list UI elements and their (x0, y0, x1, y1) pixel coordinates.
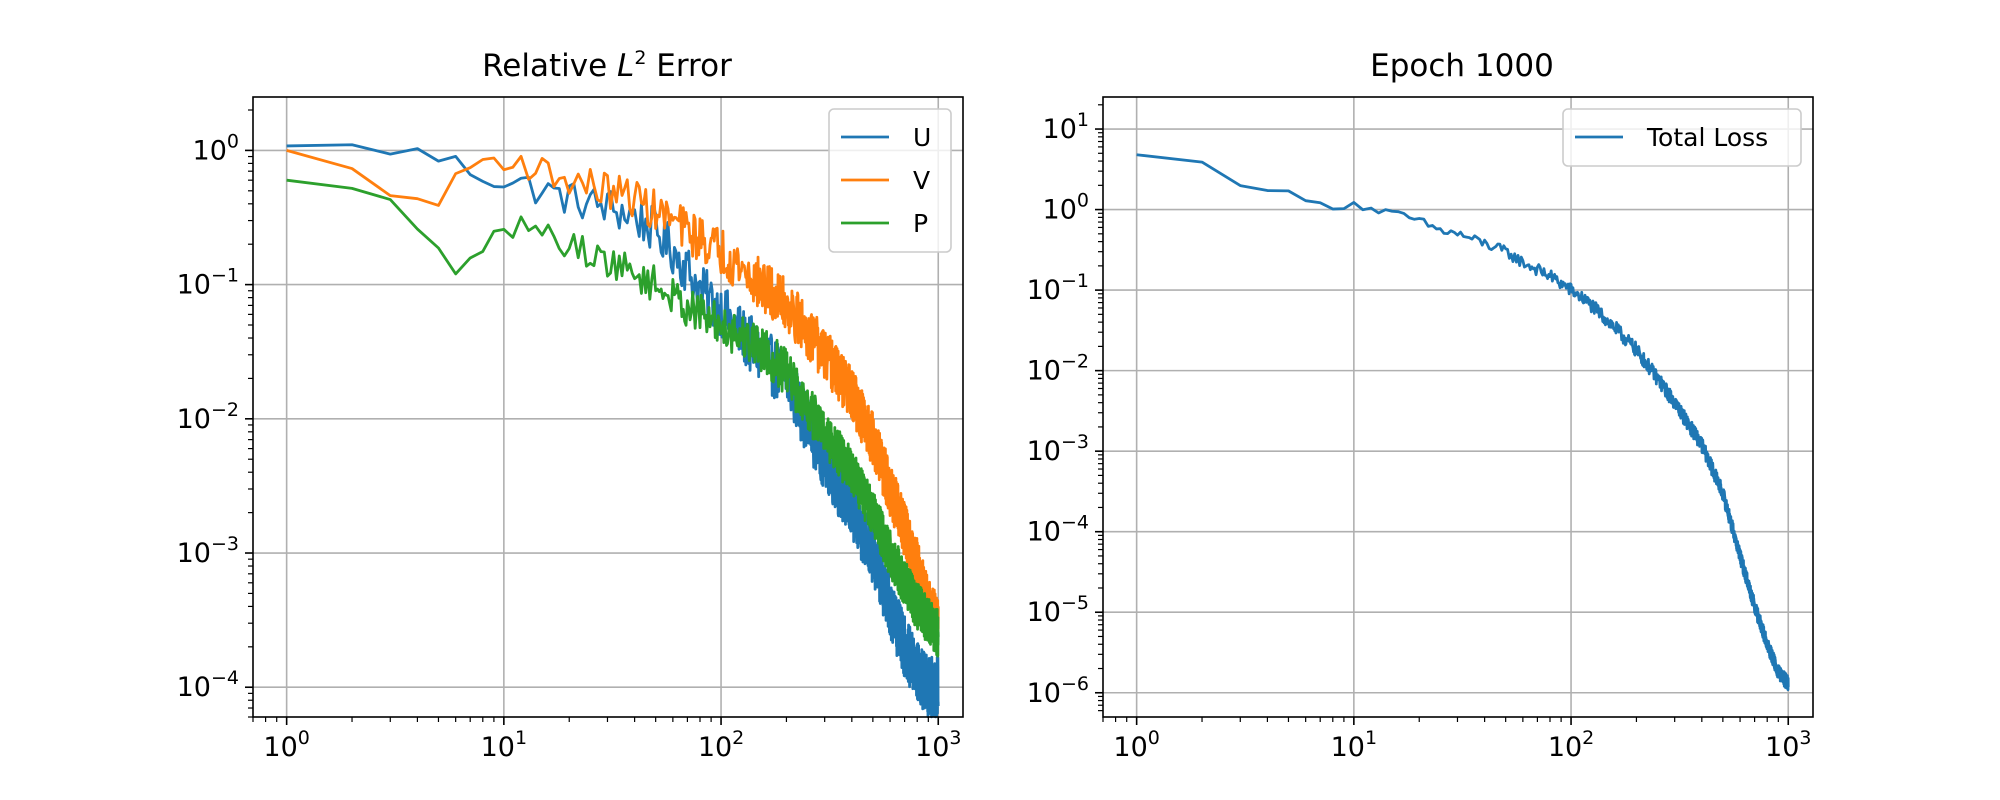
chart-title: Epoch 1000 (1370, 48, 1554, 84)
y-tick-label: 10−3 (177, 533, 239, 569)
x-tick-label: 101 (481, 727, 527, 763)
y-tick-label: 10−4 (177, 667, 239, 703)
legend: Total Loss (1562, 108, 1802, 167)
x-tick-label: 103 (1765, 727, 1811, 763)
legend-box (828, 108, 952, 253)
grid-lines (1103, 97, 1813, 717)
x-tick-label: 101 (1331, 727, 1377, 763)
chart-relative-l2-error: Relative L2 Error 100 101 102 103 10010−110… (177, 47, 964, 763)
series-line-v (286, 149, 940, 648)
y-tick-label: 101 (1043, 109, 1089, 145)
y-tick-label: 100 (1043, 190, 1089, 226)
legend-label: V (913, 166, 930, 195)
legend-label: Total Loss (1646, 123, 1768, 152)
y-tick-label: 10−3 (1027, 431, 1089, 467)
x-axis: 100 101 102 103 (1102, 717, 1811, 763)
x-tick-label: 100 (263, 727, 309, 763)
y-tick-label: 100 (193, 130, 239, 166)
y-tick-label: 10−2 (177, 399, 239, 435)
series-line-total-loss (1136, 153, 1790, 692)
legend: UVP (828, 108, 952, 253)
y-tick-label: 10−1 (1027, 270, 1089, 306)
x-tick-label: 102 (698, 727, 744, 763)
series-lines (1136, 153, 1790, 692)
x-tick-label: 103 (915, 727, 961, 763)
chart-title: Relative L2 Error (482, 47, 732, 84)
y-axis: 100 10−1 10−2 10−3 10−4 (177, 109, 253, 718)
chart-epoch-loss: Epoch 1000 100 101 102 103 10110010−110−210… (1027, 48, 1814, 763)
x-tick-label: 102 (1548, 727, 1594, 763)
y-tick-label: 10−4 (1027, 512, 1089, 548)
y-tick-label: 10−1 (177, 265, 239, 301)
y-tick-label: 10−6 (1027, 673, 1089, 709)
series-lines (286, 143, 940, 719)
x-axis: 100 101 102 103 (252, 717, 961, 763)
legend-box (1562, 108, 1802, 167)
y-tick-label: 10−5 (1027, 592, 1089, 628)
legend-label: P (913, 209, 928, 238)
legend-label: U (913, 123, 931, 152)
y-tick-label: 10−2 (1027, 351, 1089, 387)
x-tick-label: 100 (1113, 727, 1159, 763)
series-line-p (286, 178, 940, 658)
y-axis: 101 100 10−1 10−2 10−3 10−4 10−5 10−6 (1027, 104, 1103, 712)
